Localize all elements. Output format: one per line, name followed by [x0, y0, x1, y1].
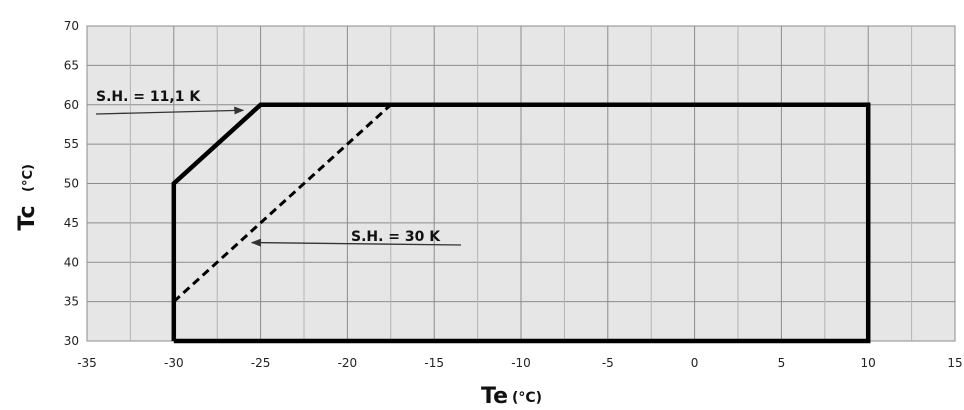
- x-axis-unit: (°C): [512, 390, 542, 406]
- grid-lines: [86, 25, 956, 342]
- annotation-text: S.H. = 30 K: [351, 229, 441, 245]
- y-tick-label: 35: [64, 295, 79, 309]
- x-tick-label: -35: [77, 356, 97, 370]
- x-tick-label: 15: [947, 356, 962, 370]
- y-tick-label: 30: [64, 334, 79, 348]
- annotation-text: S.H. = 11,1 K: [96, 89, 201, 105]
- y-tick-label: 60: [64, 98, 79, 112]
- x-tick-label: -10: [511, 356, 531, 370]
- x-tick-labels: -35 -30 -25 -20 -15 -10 -5 0 5 10 15: [77, 356, 962, 370]
- y-axis-label: Tc: [15, 205, 40, 230]
- y-tick-label: 50: [64, 177, 79, 191]
- envelope-outline: [171, 102, 871, 344]
- y-tick-label: 65: [64, 58, 79, 72]
- annotation-arrow: [250, 238, 462, 247]
- y-tick-label: 55: [64, 137, 79, 151]
- series-group: [171, 102, 871, 344]
- x-tick-label: 0: [691, 356, 699, 370]
- y-tick-label: 70: [64, 19, 79, 33]
- x-tick-label: -15: [424, 356, 444, 370]
- x-tick-label: -20: [338, 356, 358, 370]
- x-tick-label: -5: [602, 356, 614, 370]
- y-axis-unit: (°C): [21, 164, 36, 192]
- x-tick-label: 10: [861, 356, 876, 370]
- annotation-arrow: [95, 106, 245, 115]
- x-tick-label: -30: [164, 356, 184, 370]
- y-tick-label: 45: [64, 216, 79, 230]
- annotations: S.H. = 11,1 K S.H. = 30 K: [95, 89, 462, 247]
- x-tick-label: -25: [251, 356, 271, 370]
- y-tick-labels: 30 35 40 45 50 55 60 65 70: [64, 19, 79, 348]
- dashed-envelope-line: [172, 103, 392, 303]
- x-axis-label: Te: [481, 384, 508, 409]
- y-tick-label: 40: [64, 255, 79, 269]
- x-tick-label: 5: [778, 356, 786, 370]
